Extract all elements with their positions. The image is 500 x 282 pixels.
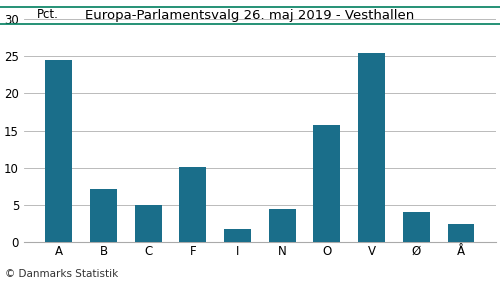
Bar <box>314 125 340 242</box>
Bar <box>134 205 162 242</box>
Text: Pct.: Pct. <box>36 8 59 21</box>
Text: Europa-Parlamentsvalg 26. maj 2019 - Vesthallen: Europa-Parlamentsvalg 26. maj 2019 - Ves… <box>86 9 414 22</box>
Bar <box>403 212 429 242</box>
Bar <box>448 224 474 242</box>
Bar <box>180 167 206 242</box>
Bar <box>269 209 295 242</box>
Bar <box>224 229 251 242</box>
Text: © Danmarks Statistik: © Danmarks Statistik <box>5 269 118 279</box>
Bar <box>358 52 385 242</box>
Bar <box>46 60 72 242</box>
Bar <box>90 189 117 242</box>
